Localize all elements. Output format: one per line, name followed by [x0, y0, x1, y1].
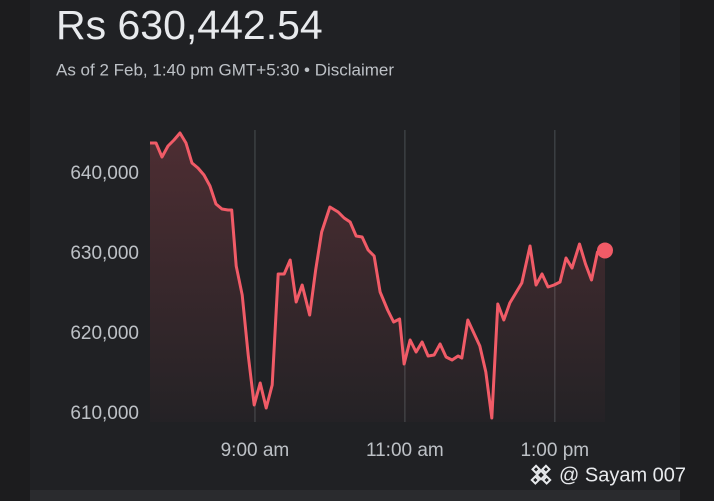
card-edge: [30, 490, 680, 501]
price: Rs 630,442.54: [56, 2, 323, 48]
watermark-text: @ Sayam 007: [559, 464, 686, 486]
y-tick-label: 620,000: [70, 323, 139, 344]
y-tick-label: 610,000: [70, 403, 139, 424]
x-tick-label: 1:00 pm: [520, 440, 589, 461]
subtitle: As of 2 Feb, 1:40 pm GMT+5:30 • Disclaim…: [56, 60, 394, 79]
y-tick-label: 630,000: [70, 243, 139, 264]
last-point: [597, 242, 613, 259]
x-tick-label: 9:00 am: [221, 440, 290, 461]
watermark-icon: [530, 464, 552, 485]
price-line: [150, 131, 606, 420]
watermark: @ Sayam 007: [530, 464, 686, 486]
x-tick-label: 11:00 am: [366, 440, 444, 461]
y-tick-label: 640,000: [70, 163, 139, 184]
